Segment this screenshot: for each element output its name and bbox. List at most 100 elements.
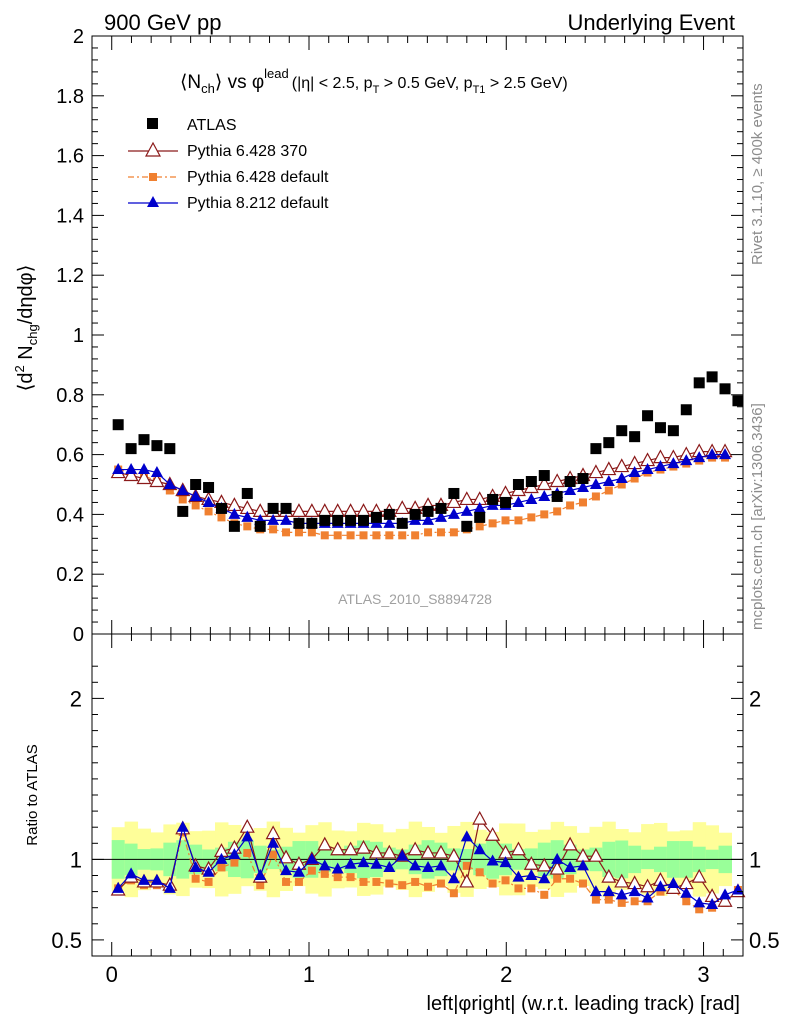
legend-entry-pythia6-default: Pythia 6.428 default	[128, 169, 329, 186]
ratio-point-pythia-6-428-370	[485, 826, 501, 841]
x-tick-label: 3	[697, 962, 709, 987]
data-point-pythia-8-212-default	[693, 451, 706, 463]
ylabel-chg-sub: chg	[25, 324, 40, 345]
ratio-point-pythia-6-428-default	[333, 873, 342, 882]
data-point-pythia-6-428-default	[307, 528, 316, 537]
data-point-pythia-8-212-default	[138, 463, 151, 475]
ratio-point-pythia-6-428-370	[691, 868, 707, 883]
data-point-pythia-8-212-default	[267, 513, 280, 525]
ratio-point-pythia-6-428-370	[446, 847, 462, 862]
ratio-point-pythia-6-428-default	[385, 879, 394, 888]
data-point-atlas	[487, 493, 499, 505]
ratio-point-pythia-6-428-default	[475, 868, 484, 877]
data-point-pythia-6-428-default	[372, 531, 381, 540]
ratio-point-pythia-6-428-default	[514, 884, 523, 893]
data-point-pythia-6-428-370	[343, 503, 359, 518]
ratio-point-pythia-6-428-default	[553, 874, 562, 883]
ratio-point-pythia-6-428-370	[420, 844, 436, 859]
ratio-point-pythia-6-428-default	[449, 889, 458, 898]
main-y-tick-label: 0	[73, 624, 84, 646]
ylabel-rest: /dηdφ⟩	[15, 265, 37, 325]
main-y-tick-label: 2	[73, 26, 84, 48]
ratio-point-pythia-8-212-default	[422, 860, 435, 872]
data-point-pythia-8-212-default	[667, 457, 680, 469]
ratio-point-pythia-8-212-default	[434, 859, 447, 871]
data-point-atlas	[358, 514, 370, 526]
data-point-atlas	[732, 395, 744, 407]
main-y-tick-label: 1.8	[56, 86, 84, 108]
ratio-point-pythia-8-212-default	[460, 830, 473, 842]
data-point-atlas	[203, 481, 215, 493]
ylabel-n: N	[15, 345, 37, 365]
ratio-point-pythia-6-428-default	[527, 884, 536, 893]
data-point-pythia-6-428-370	[149, 473, 165, 488]
data-point-pythia-8-212-default	[163, 478, 176, 489]
ratio-point-pythia-6-428-default	[591, 895, 600, 904]
data-point-pythia-6-428-default	[320, 531, 329, 540]
data-point-atlas	[396, 517, 408, 529]
data-point-pythia-6-428-default	[217, 513, 226, 522]
data-point-pythia-6-428-default	[540, 510, 549, 519]
data-point-pythia-8-212-default	[525, 492, 538, 504]
ratio-point-pythia-6-428-default	[424, 882, 433, 891]
ratio-point-pythia-6-428-370	[355, 839, 372, 854]
data-point-atlas	[693, 377, 705, 389]
ratio-point-pythia-8-212-default	[589, 885, 602, 897]
ratio-point-pythia-8-212-default	[628, 885, 641, 897]
ratio-point-pythia-8-212-default	[499, 856, 512, 868]
data-point-pythia-6-428-default	[566, 501, 575, 510]
ratio-point-pythia-6-428-default	[359, 877, 368, 886]
ratio-point-pythia-6-428-default	[230, 858, 239, 867]
ratio-point-pythia-6-428-default	[578, 879, 587, 888]
ratio-point-pythia-8-212-default	[667, 877, 680, 889]
data-point-pythia-8-212-default	[434, 510, 447, 522]
data-point-atlas	[332, 514, 344, 526]
ratio-point-pythia-8-212-default	[357, 856, 370, 868]
legend-marker-pythia8	[147, 196, 159, 207]
data-point-pythia-8-212-default	[422, 513, 435, 525]
legend-entry-pythia8: Pythia 8.212 default	[128, 195, 329, 212]
legend-entry-atlas: ATLAS	[147, 117, 237, 134]
data-point-pythia-8-212-default	[383, 516, 396, 528]
ratio-point-pythia-8-212-default	[254, 869, 267, 880]
data-point-pythia-6-428-default	[527, 513, 536, 522]
data-point-pythia-6-428-default	[282, 528, 291, 537]
title-t-sub: T	[373, 84, 380, 96]
data-point-atlas	[629, 431, 641, 443]
data-point-pythia-8-212-default	[512, 495, 525, 507]
data-point-pythia-8-212-default	[280, 513, 293, 525]
ratio-point-pythia-8-212-default	[344, 857, 357, 869]
ratio-point-pythia-6-428-default	[191, 874, 200, 883]
ratio-y-tick-label: 0.5	[51, 928, 82, 953]
ratio-point-pythia-8-212-default	[486, 854, 499, 866]
data-point-pythia-8-212-default	[228, 507, 241, 519]
ratio-point-pythia-8-212-default	[292, 865, 305, 877]
title-cuts-a: (|η| < 2.5, p	[292, 75, 373, 92]
analysis-watermark: ATLAS_2010_S8894728	[338, 591, 492, 607]
ratio-y-tick-label-right: 0.5	[749, 928, 780, 953]
data-point-pythia-6-428-370	[394, 500, 410, 515]
ratio-point-pythia-6-428-default	[617, 898, 626, 907]
data-point-pythia-8-212-default	[176, 483, 189, 495]
ratio-point-pythia-6-428-default	[656, 887, 665, 896]
ratio-y-label: Ratio to ATLAS	[24, 744, 41, 845]
main-y-tick-label: 1.2	[56, 265, 84, 287]
data-point-pythia-8-212-default	[654, 460, 667, 472]
data-point-pythia-8-212-default	[473, 501, 486, 513]
ratio-point-pythia-6-428-default	[462, 861, 471, 870]
ratio-point-pythia-6-428-default	[217, 863, 226, 872]
ratio-point-pythia-8-212-default	[576, 859, 589, 871]
ratio-frame	[91, 633, 744, 957]
legend-label-pythia8: Pythia 8.212 default	[187, 195, 329, 212]
ratio-point-pythia-8-212-default	[396, 849, 409, 861]
process-label: Underlying Event	[567, 10, 735, 35]
data-point-atlas	[500, 496, 512, 508]
ratio-point-pythia-6-428-default	[307, 866, 316, 875]
main-y-tick-label: 1.4	[56, 205, 84, 227]
ylabel-two-sup: 2	[12, 365, 27, 372]
legend-marker-pythia6-default	[149, 173, 157, 181]
data-point-pythia-8-212-default	[112, 463, 125, 475]
data-point-atlas	[448, 487, 460, 499]
ratio-point-pythia-8-212-default	[525, 869, 538, 880]
data-point-pythia-6-428-default	[514, 516, 523, 525]
